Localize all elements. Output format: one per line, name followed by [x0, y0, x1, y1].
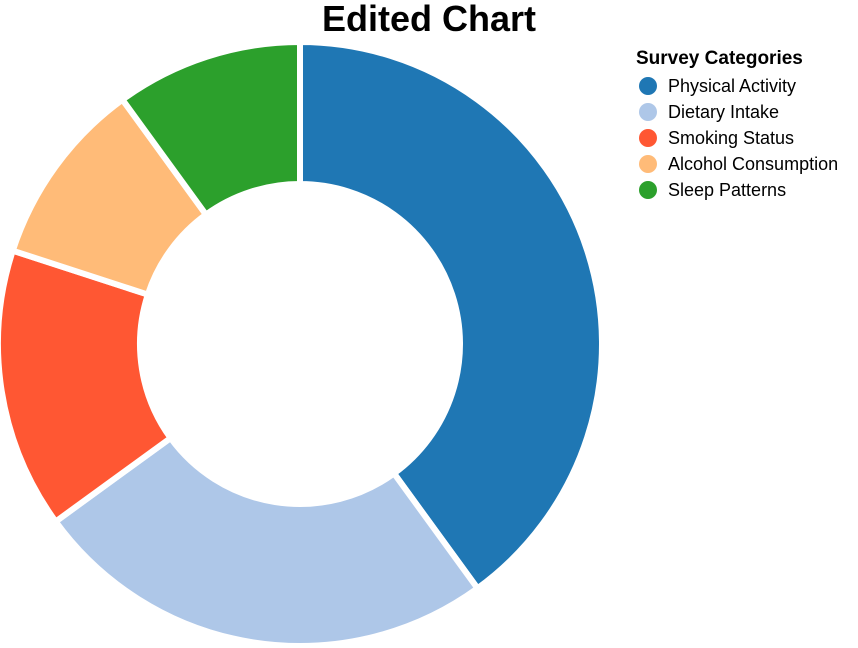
legend-items: Physical Activity Dietary Intake Smoking S… — [636, 73, 858, 203]
legend-label: Smoking Status — [668, 127, 795, 148]
legend: Survey Categories Physical Activity Dieta… — [636, 47, 858, 203]
donut-slice[interactable] — [297, 39, 605, 592]
legend-label: Physical Activity — [668, 75, 797, 96]
legend-label: Alcohol Consumption — [668, 153, 839, 174]
legend-label: Sleep Patterns — [668, 179, 787, 200]
legend-swatch — [639, 181, 657, 199]
legend-label: Dietary Intake — [668, 101, 780, 122]
legend-swatch — [639, 77, 657, 95]
donut-slice[interactable] — [52, 435, 481, 648]
legend-item[interactable]: Physical Activity — [636, 73, 858, 99]
legend-item[interactable]: Sleep Patterns — [636, 177, 858, 203]
donut-slice[interactable] — [119, 39, 303, 218]
legend-swatch — [639, 155, 657, 173]
legend-item[interactable]: Smoking Status — [636, 125, 858, 151]
legend-item[interactable]: Dietary Intake — [636, 99, 858, 125]
legend-item[interactable]: Alcohol Consumption — [636, 151, 858, 177]
legend-swatch — [639, 129, 657, 147]
donut-slices — [0, 39, 605, 648]
chart-title: Edited Chart — [321, 0, 536, 39]
legend-swatch — [639, 103, 657, 121]
legend-title: Survey Categories — [636, 48, 803, 69]
donut-slice[interactable] — [0, 247, 174, 525]
